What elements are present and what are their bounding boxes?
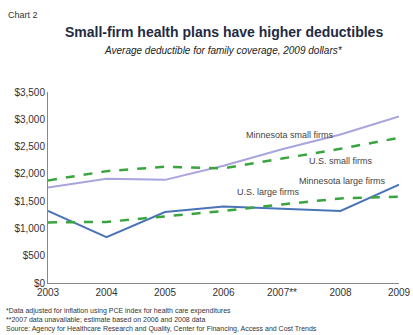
- svg-text:2006: 2006: [212, 287, 235, 298]
- svg-text:$500: $500: [23, 250, 46, 261]
- svg-text:2005: 2005: [154, 287, 177, 298]
- svg-text:Minnesota small firms: Minnesota small firms: [246, 130, 334, 140]
- svg-text:$2,000: $2,000: [14, 168, 45, 179]
- svg-text:*Data adjusted for inflation u: *Data adjusted for inflation using PCE i…: [6, 307, 231, 315]
- svg-text:Chart 2: Chart 2: [8, 10, 38, 20]
- svg-text:$3,500: $3,500: [14, 87, 45, 98]
- svg-text:Source: Agency for Healthcare: Source: Agency for Healthcare Research a…: [6, 325, 317, 333]
- svg-text:U.S. small firms: U.S. small firms: [309, 156, 373, 166]
- svg-text:Average deductible for family: Average deductible for family coverage, …: [104, 45, 343, 56]
- svg-text:$1,500: $1,500: [14, 196, 45, 207]
- svg-text:Small-firm health plans have h: Small-firm health plans have higher dedu…: [65, 24, 383, 40]
- svg-text:Minnesota large firms: Minnesota large firms: [299, 176, 386, 186]
- svg-text:2007**: 2007**: [267, 287, 297, 298]
- svg-text:2003: 2003: [37, 287, 60, 298]
- svg-text:$2,500: $2,500: [14, 141, 45, 152]
- svg-text:**2007 data unavailable; estim: **2007 data unavailable; estimate based …: [6, 316, 205, 323]
- svg-text:$1,000: $1,000: [14, 223, 45, 234]
- svg-text:2009: 2009: [388, 287, 411, 298]
- svg-text:2008: 2008: [329, 287, 352, 298]
- svg-text:2004: 2004: [95, 287, 118, 298]
- svg-text:U.S. large firms: U.S. large firms: [237, 187, 300, 197]
- svg-text:$0: $0: [34, 278, 46, 289]
- svg-text:$3,000: $3,000: [14, 114, 45, 125]
